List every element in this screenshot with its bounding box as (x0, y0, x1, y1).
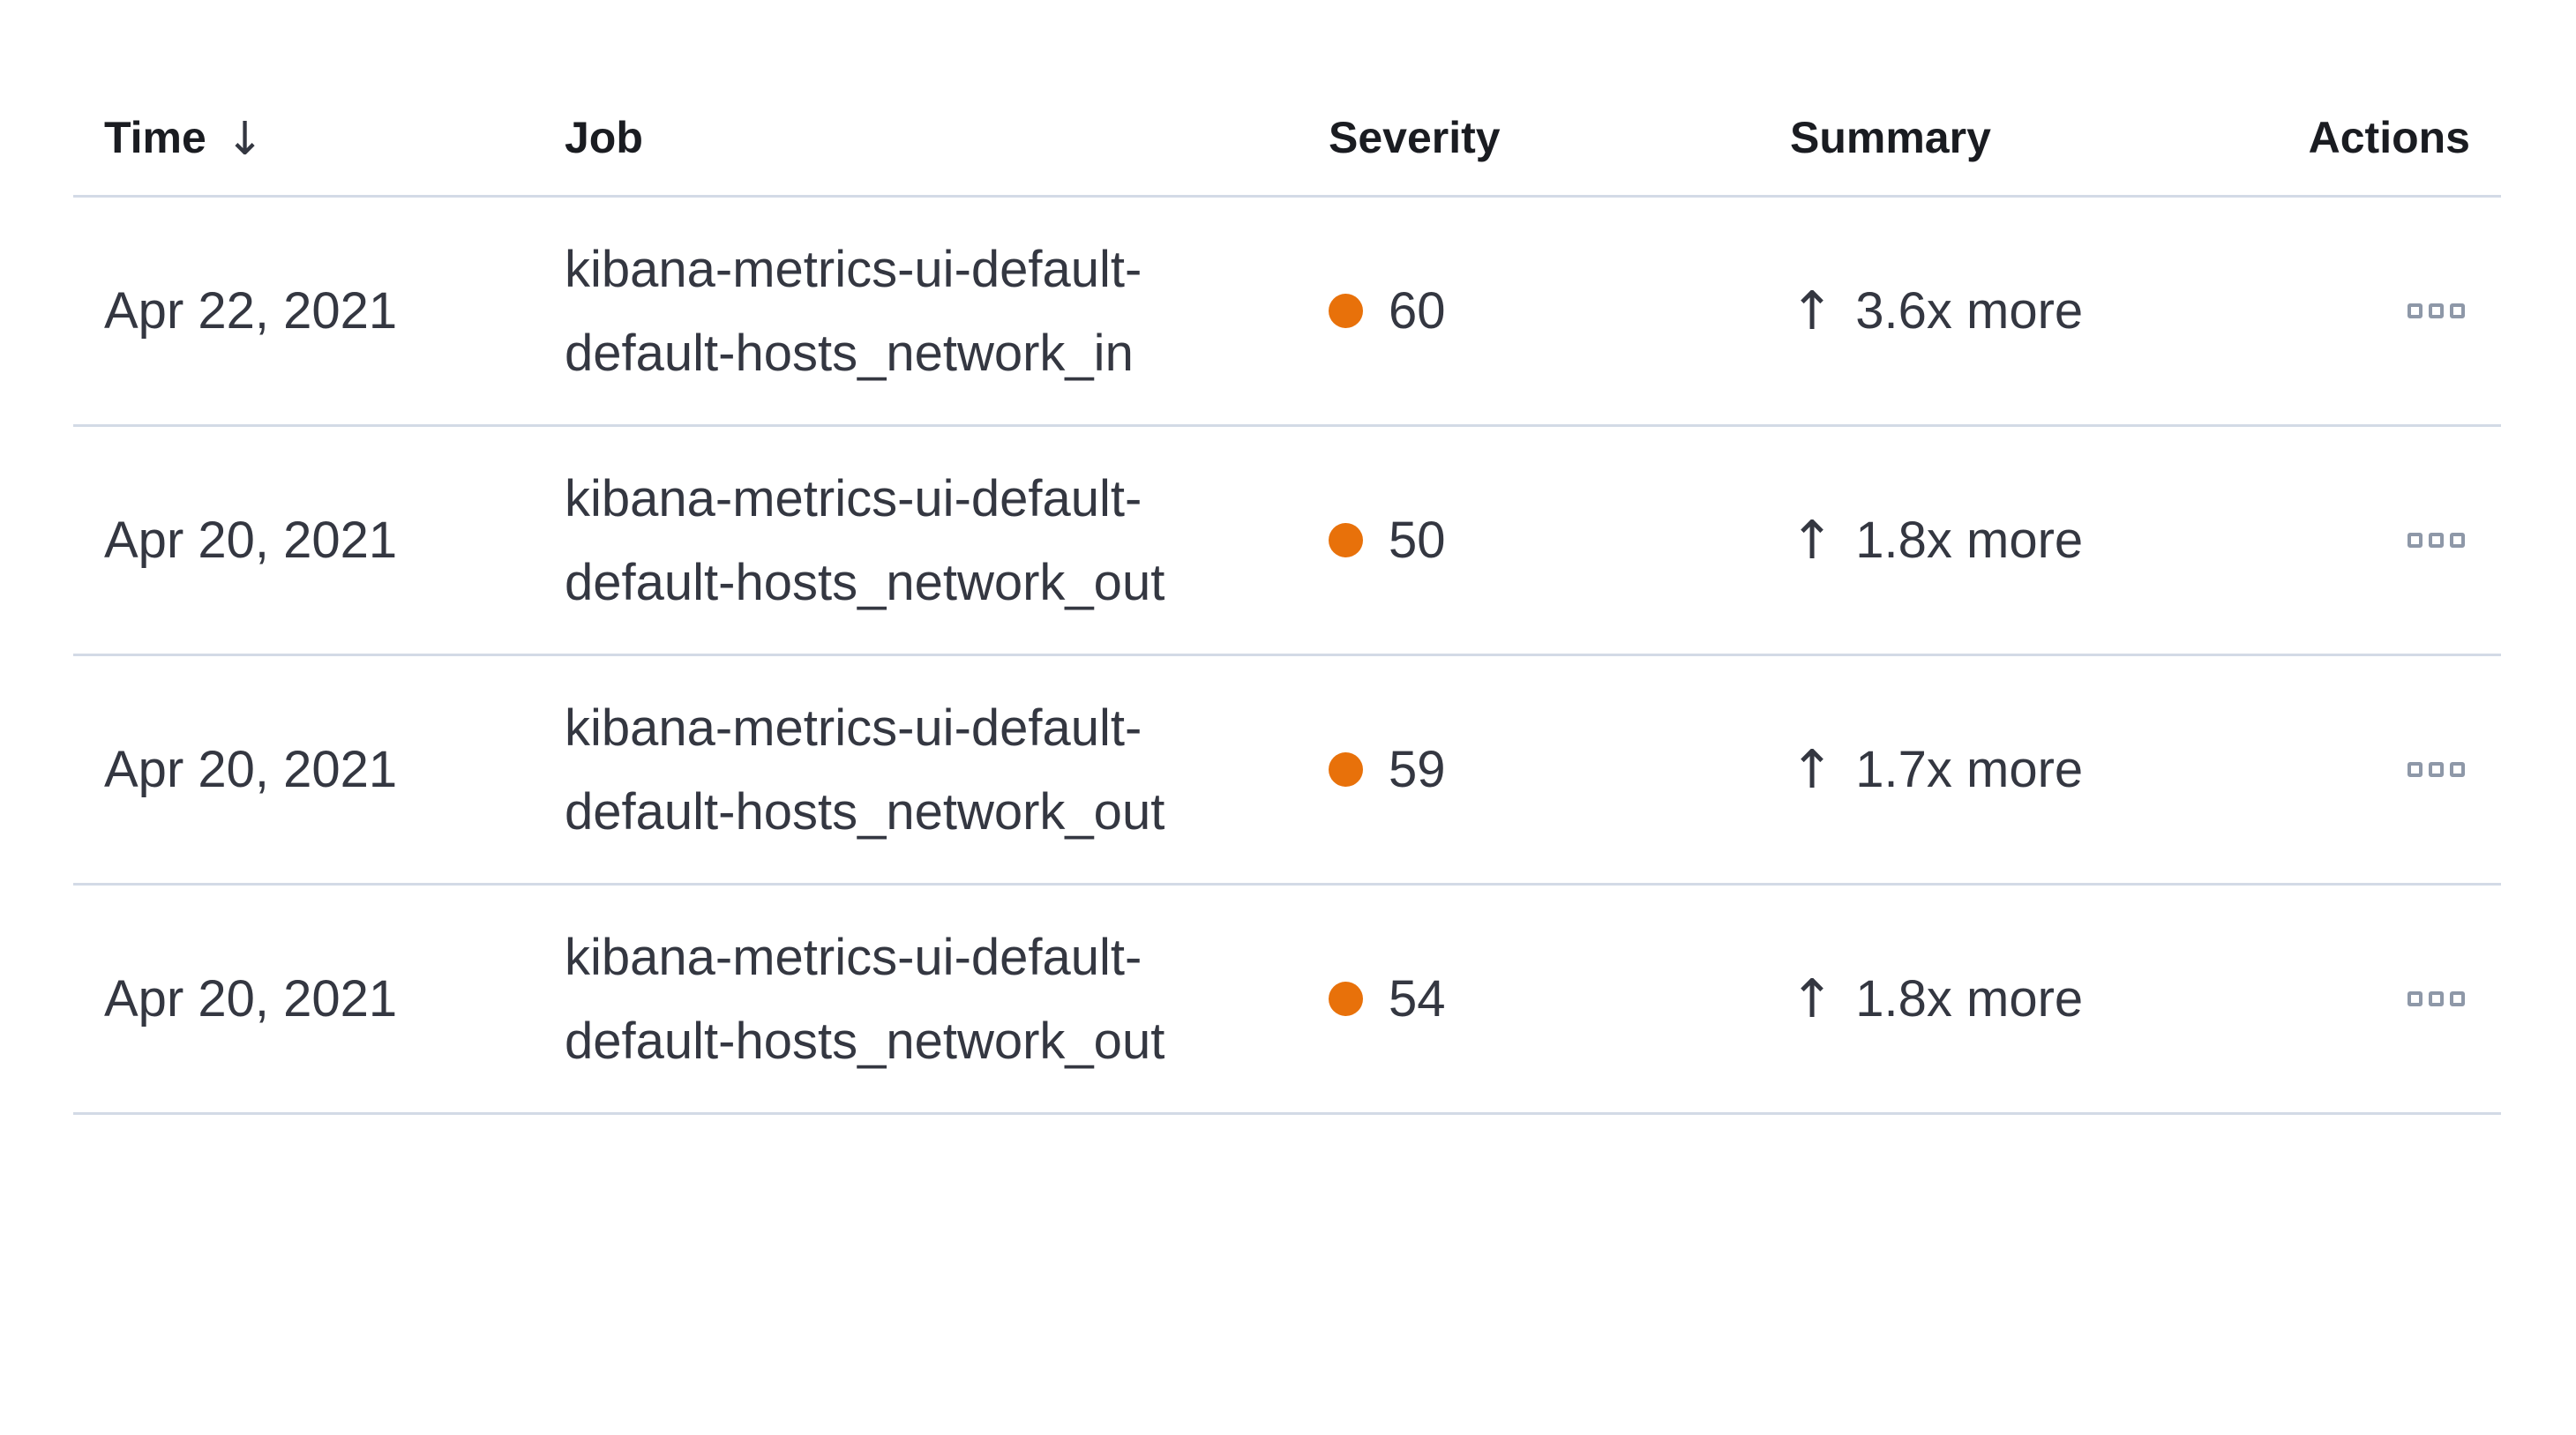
job-cell: kibana-metrics-ui-default-default-hosts_… (534, 686, 1298, 854)
summary-cell: ↑ 1.8x more (1759, 968, 2280, 1030)
column-header-job: Job (534, 112, 1298, 163)
summary-cell: ↑ 1.8x more (1759, 510, 2280, 572)
column-header-time[interactable]: Time ↓ (73, 111, 534, 166)
table-body: Apr 22, 2021 kibana-metrics-ui-default-d… (73, 198, 2501, 1115)
column-header-time-label: Time (104, 112, 206, 162)
trend-up-icon: ↑ (1790, 509, 1835, 572)
job-id: kibana-metrics-ui-default-default-hosts_… (565, 699, 1165, 841)
column-header-summary-label: Summary (1790, 112, 1991, 162)
table-header-row: Time ↓ Job Severity Summary Actions (73, 79, 2501, 198)
job-id: kibana-metrics-ui-default-default-hosts_… (565, 240, 1142, 382)
boxes-horizontal-icon (2429, 303, 2444, 318)
severity-score: 54 (1389, 970, 1446, 1028)
row-actions-button[interactable] (2402, 298, 2470, 324)
actions-cell (2280, 986, 2501, 1012)
summary-text: 1.8x more (1855, 970, 2084, 1028)
column-header-job-label: Job (565, 112, 643, 162)
severity-cell: 59 (1298, 740, 1759, 799)
job-cell: kibana-metrics-ui-default-default-hosts_… (534, 228, 1298, 395)
summary-text: 1.7x more (1855, 741, 2084, 798)
job-cell: kibana-metrics-ui-default-default-hosts_… (534, 916, 1298, 1083)
column-header-actions-label: Actions (2308, 112, 2470, 162)
boxes-horizontal-icon (2450, 303, 2465, 318)
time-cell: Apr 22, 2021 (104, 282, 398, 340)
table-row: Apr 20, 2021 kibana-metrics-ui-default-d… (73, 427, 2501, 656)
column-header-summary: Summary (1759, 112, 2280, 163)
summary-cell: ↑ 3.6x more (1759, 280, 2280, 342)
summary-text: 3.6x more (1855, 282, 2084, 340)
severity-dot-icon (1329, 294, 1363, 328)
summary-text: 1.8x more (1855, 512, 2084, 569)
boxes-horizontal-icon (2408, 303, 2422, 318)
boxes-horizontal-icon (2408, 533, 2422, 548)
boxes-horizontal-icon (2408, 991, 2422, 1006)
column-header-severity: Severity (1298, 112, 1759, 163)
row-actions-button[interactable] (2402, 527, 2470, 553)
table-row: Apr 20, 2021 kibana-metrics-ui-default-d… (73, 656, 2501, 886)
column-header-severity-label: Severity (1329, 112, 1501, 162)
row-actions-button[interactable] (2402, 757, 2470, 782)
table-row: Apr 20, 2021 kibana-metrics-ui-default-d… (73, 886, 2501, 1115)
table-row: Apr 22, 2021 kibana-metrics-ui-default-d… (73, 198, 2501, 427)
trend-up-icon: ↑ (1790, 280, 1835, 342)
severity-score: 60 (1389, 282, 1446, 340)
severity-cell: 50 (1298, 511, 1759, 570)
boxes-horizontal-icon (2429, 762, 2444, 777)
actions-cell (2280, 527, 2501, 553)
boxes-horizontal-icon (2450, 762, 2465, 777)
anomalies-table: Time ↓ Job Severity Summary Actions Apr 2… (73, 79, 2501, 1115)
column-header-actions: Actions (2280, 112, 2501, 163)
summary-cell: ↑ 1.7x more (1759, 739, 2280, 801)
job-id: kibana-metrics-ui-default-default-hosts_… (565, 928, 1165, 1070)
boxes-horizontal-icon (2429, 991, 2444, 1006)
severity-dot-icon (1329, 752, 1363, 787)
severity-dot-icon (1329, 523, 1363, 557)
job-cell: kibana-metrics-ui-default-default-hosts_… (534, 457, 1298, 624)
boxes-horizontal-icon (2429, 533, 2444, 548)
boxes-horizontal-icon (2408, 762, 2422, 777)
boxes-horizontal-icon (2450, 533, 2465, 548)
severity-score: 59 (1389, 741, 1446, 798)
trend-up-icon: ↑ (1790, 738, 1835, 801)
actions-cell (2280, 298, 2501, 324)
boxes-horizontal-icon (2450, 991, 2465, 1006)
sort-desc-icon: ↓ (225, 112, 265, 166)
time-cell: Apr 20, 2021 (104, 512, 398, 569)
time-cell: Apr 20, 2021 (104, 741, 398, 798)
severity-dot-icon (1329, 982, 1363, 1016)
severity-score: 50 (1389, 512, 1446, 569)
job-id: kibana-metrics-ui-default-default-hosts_… (565, 469, 1165, 611)
severity-cell: 54 (1298, 969, 1759, 1028)
severity-cell: 60 (1298, 281, 1759, 340)
row-actions-button[interactable] (2402, 986, 2470, 1012)
actions-cell (2280, 757, 2501, 782)
trend-up-icon: ↑ (1790, 968, 1835, 1030)
time-cell: Apr 20, 2021 (104, 970, 398, 1028)
